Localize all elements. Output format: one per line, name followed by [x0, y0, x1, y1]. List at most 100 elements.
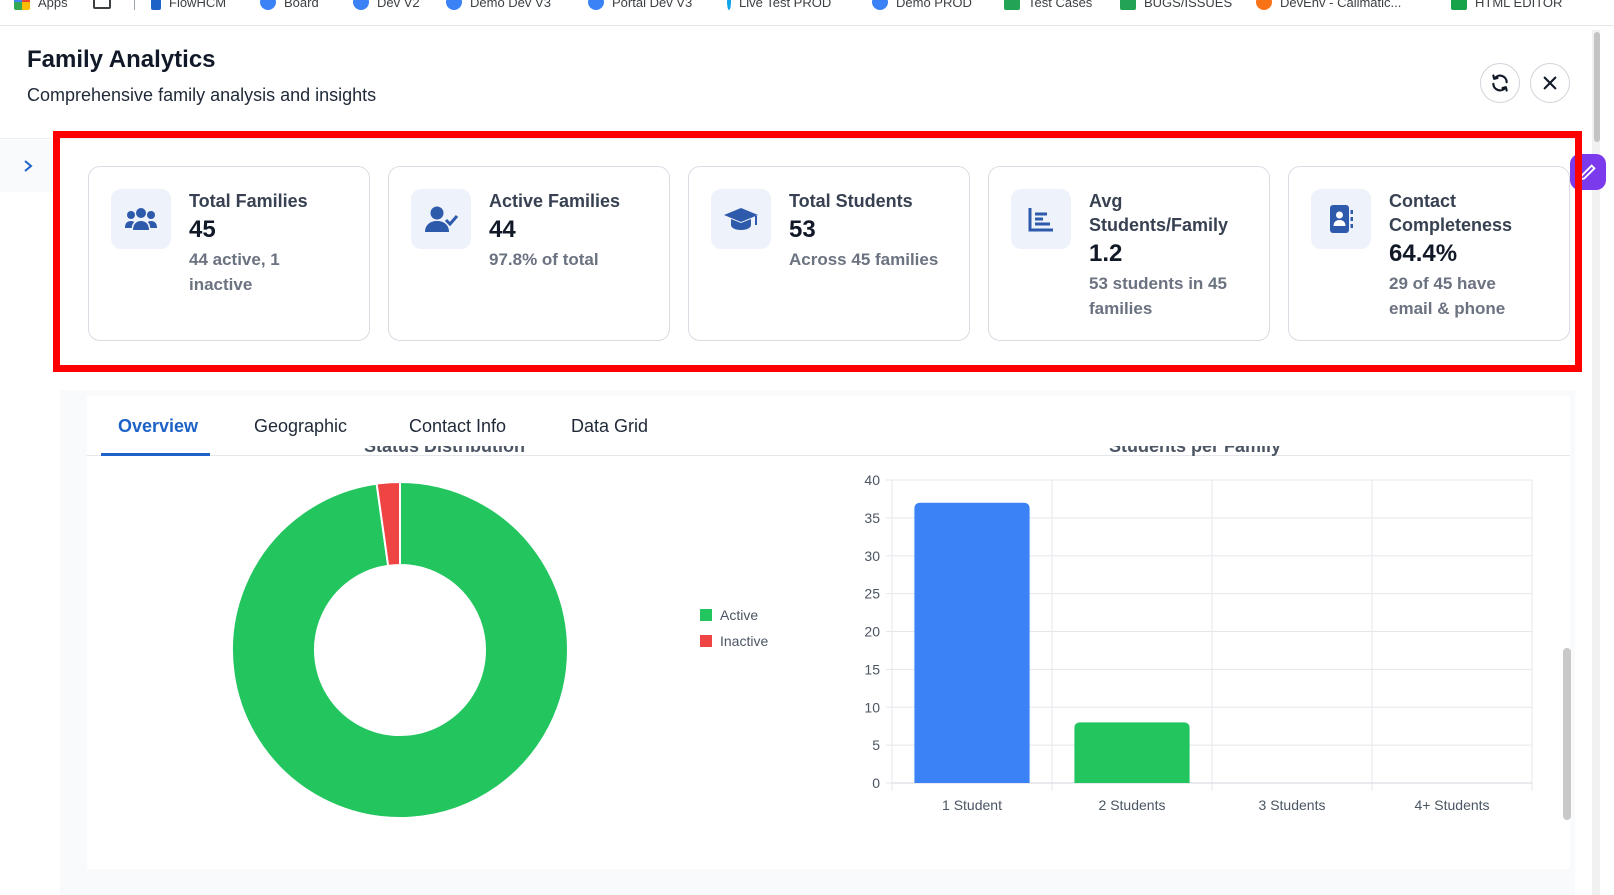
x-tick-label: 2 Students — [1099, 797, 1166, 813]
bar-chart-title: Students per Family — [1109, 446, 1281, 459]
grid-icon — [93, 0, 111, 9]
graduation-cap-icon — [711, 189, 771, 249]
page-scrollbar[interactable] — [1592, 30, 1600, 895]
bookmark-devenv[interactable]: DevEnv - Callmatic... — [1256, 0, 1401, 12]
bookmark-html-editor[interactable]: HTML EDITOR — [1451, 0, 1562, 12]
card-contact-completeness: Contact Completeness 64.4% 29 of 45 have… — [1288, 166, 1570, 341]
bookmark-apps[interactable]: Apps — [14, 0, 68, 12]
contact-book-icon — [1311, 189, 1371, 249]
donut-chart — [231, 480, 569, 819]
legend-swatch-inactive — [700, 635, 712, 647]
card-note: 97.8% of total — [489, 250, 599, 269]
donut-chart-title-text: Status Distribution — [364, 446, 525, 456]
bookmark-flowhcm[interactable]: FlowHCM — [151, 0, 226, 12]
users-icon — [111, 189, 171, 249]
bookmark-portal-dev-v3[interactable]: Portal Dev V3 — [588, 0, 692, 12]
card-value: 45 — [189, 216, 216, 243]
card-note: Across 45 families — [789, 250, 939, 269]
bar-chart: 0 5 10 15 20 25 30 35 40 1 Student 2 Students 3 Stu… — [864, 472, 1533, 813]
card-label: Contact Completeness — [1389, 191, 1513, 235]
tab-contact-info[interactable]: Contact Info — [409, 416, 507, 436]
donut-legend: Active Inactive — [700, 602, 768, 654]
y-tick-label: 10 — [864, 699, 880, 715]
tab-bar: Overview Geographic Contact Info Data Gr… — [87, 396, 1570, 456]
tab-data-grid[interactable]: Data Grid — [571, 416, 649, 436]
legend-label-inactive: Inactive — [720, 633, 769, 649]
card-text: Total Students 53 Across 45 families — [789, 189, 959, 272]
bar-2[interactable] — [1074, 722, 1190, 783]
y-tick-label: 40 — [864, 472, 880, 488]
highlight-annotation-box — [53, 131, 1582, 372]
bookmark-separator — [134, 0, 135, 10]
bookmark-bugs-issues[interactable]: BUGS/ISSUES — [1120, 0, 1232, 12]
bookmark-demo-dev-v3[interactable]: Demo Dev V3 — [446, 0, 551, 12]
card-total-families: Total Families 45 44 active, 1 inactive — [88, 166, 370, 341]
card-value: 1.2 — [1089, 240, 1123, 267]
sidebar-toggle[interactable] — [0, 140, 56, 192]
legend-label-active: Active — [720, 607, 759, 623]
close-button[interactable] — [1530, 63, 1570, 103]
bar-list-icon — [1011, 189, 1071, 249]
bookmark-board[interactable]: Board — [260, 0, 319, 12]
refresh-icon — [1492, 74, 1508, 92]
apps-grid-icon — [14, 0, 30, 10]
card-value: 64.4% — [1389, 240, 1458, 267]
flowhcm-icon — [151, 0, 161, 10]
card-label: Active Families — [489, 191, 621, 211]
donut-slice-inactive[interactable] — [375, 480, 401, 567]
bar-1[interactable] — [914, 502, 1030, 783]
donut-slice-active[interactable] — [231, 480, 569, 819]
devenv-icon — [1256, 0, 1272, 10]
bookmark-demo-prod[interactable]: Demo PROD — [872, 0, 972, 12]
header-divider — [0, 138, 1575, 139]
page-title: Family Analytics — [27, 46, 216, 73]
chevron-right-icon — [24, 160, 33, 172]
tab-overview[interactable]: Overview — [118, 416, 199, 436]
feather-icon — [727, 0, 731, 10]
card-value: 53 — [789, 216, 816, 243]
card-text: Active Families 44 97.8% of total — [489, 189, 659, 272]
card-note: 53 students in 45 families — [1089, 274, 1227, 318]
refresh-button[interactable] — [1480, 63, 1520, 103]
card-label: Avg Students/Family — [1089, 191, 1229, 235]
x-tick-label: 1 Student — [942, 797, 1002, 813]
globe-icon — [588, 0, 604, 10]
y-tick-label: 20 — [864, 624, 880, 640]
w-icon — [1451, 0, 1467, 10]
card-label: Total Families — [189, 191, 308, 211]
bookmark-dev-v2[interactable]: Dev V2 — [353, 0, 420, 12]
legend-swatch-active — [700, 609, 712, 621]
card-value: 44 — [489, 216, 516, 243]
tab-geographic[interactable]: Geographic — [254, 416, 348, 436]
sheets-icon — [1004, 0, 1020, 10]
card-total-students: Total Students 53 Across 45 families — [688, 166, 970, 341]
globe-icon — [353, 0, 369, 10]
bookmark-live-test-prod[interactable]: Live Test PROD — [727, 0, 831, 12]
tab-active-indicator — [101, 453, 210, 456]
bookmark-grid[interactable] — [93, 0, 119, 12]
legend-item-active[interactable]: Active — [700, 602, 768, 628]
close-icon — [1543, 76, 1557, 90]
bookmark-test-cases[interactable]: Test Cases — [1004, 0, 1092, 12]
card-text: Avg Students/Family 1.2 53 students in 4… — [1089, 189, 1254, 321]
globe-icon — [446, 0, 462, 10]
card-note: 29 of 45 have email & phone — [1389, 274, 1506, 318]
card-note: 44 active, 1 inactive — [189, 250, 280, 294]
y-tick-label: 0 — [872, 775, 880, 791]
legend-item-inactive[interactable]: Inactive — [700, 628, 768, 654]
card-active-families: Active Families 44 97.8% of total — [388, 166, 670, 341]
card-label: Total Students — [789, 191, 913, 211]
x-tick-label: 3 Students — [1259, 797, 1326, 813]
x-tick-label: 4+ Students — [1414, 797, 1489, 813]
content-scrollbar[interactable] — [1563, 648, 1571, 820]
donut-chart-title: Status Distribution — [364, 446, 525, 459]
y-tick-label: 25 — [864, 586, 880, 602]
bookmarks-bar: Apps FlowHCM Board Dev V2 Demo Dev V3 Po… — [0, 0, 1614, 26]
y-tick-label: 5 — [872, 737, 880, 753]
card-text: Total Families 45 44 active, 1 inactive — [189, 189, 359, 297]
y-tick-label: 15 — [864, 661, 880, 677]
card-text: Contact Completeness 64.4% 29 of 45 have… — [1389, 189, 1539, 321]
user-check-icon — [411, 189, 471, 249]
y-tick-label: 35 — [864, 510, 880, 526]
page-scrollbar-thumb[interactable] — [1594, 32, 1600, 142]
